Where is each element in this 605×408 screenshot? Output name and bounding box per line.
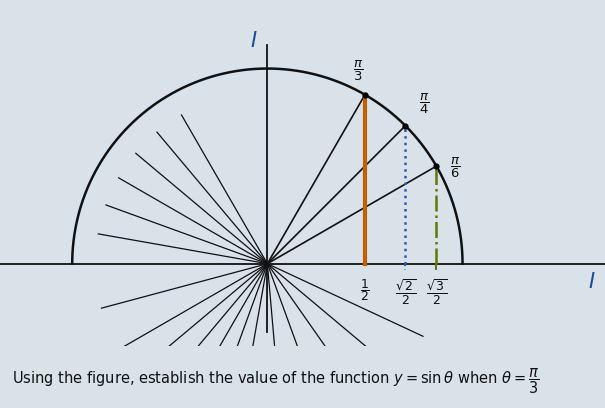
Text: $I$: $I$ — [250, 31, 258, 51]
Text: $\dfrac{\sqrt{3}}{2}$: $\dfrac{\sqrt{3}}{2}$ — [426, 277, 447, 307]
Text: $\dfrac{1}{2}$: $\dfrac{1}{2}$ — [360, 277, 370, 303]
Text: Using the figure, establish the value of the function $y = \sin \theta$ when $\t: Using the figure, establish the value of… — [12, 367, 540, 396]
Text: $\dfrac{\pi}{6}$: $\dfrac{\pi}{6}$ — [450, 156, 460, 180]
Text: $\dfrac{\pi}{4}$: $\dfrac{\pi}{4}$ — [419, 92, 430, 116]
Text: $I$: $I$ — [587, 271, 595, 291]
Text: $\dfrac{\pi}{3}$: $\dfrac{\pi}{3}$ — [353, 59, 363, 83]
Text: $\dfrac{\sqrt{2}}{2}$: $\dfrac{\sqrt{2}}{2}$ — [395, 277, 416, 307]
